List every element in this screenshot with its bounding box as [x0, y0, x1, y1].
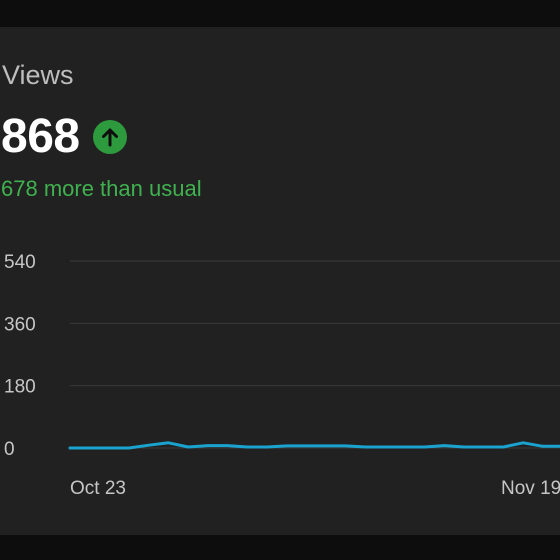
views-chart: 0 180 360 540 Oct 23 Nov 19 — [4, 252, 560, 499]
arrow-up-icon — [101, 128, 118, 147]
metric-row: 868 — [1, 113, 127, 161]
card-title: Views — [2, 60, 74, 90]
views-card: Views 868 678 more than usual 0 180 360 540… — [0, 27, 560, 535]
x-tick-label-0: Oct 23 — [70, 478, 126, 499]
y-tick-label-0: 0 — [4, 439, 15, 460]
y-tick-label-180: 180 — [4, 377, 36, 398]
metric-value: 868 — [1, 110, 80, 163]
y-tick-label-360: 360 — [4, 314, 36, 335]
trend-badge — [92, 120, 127, 154]
y-tick-label-540: 540 — [4, 252, 36, 273]
delta-text: 678 more than usual — [1, 176, 202, 201]
x-tick-label-1: Nov 19 — [501, 478, 560, 499]
views-series-line — [68, 441, 560, 450]
